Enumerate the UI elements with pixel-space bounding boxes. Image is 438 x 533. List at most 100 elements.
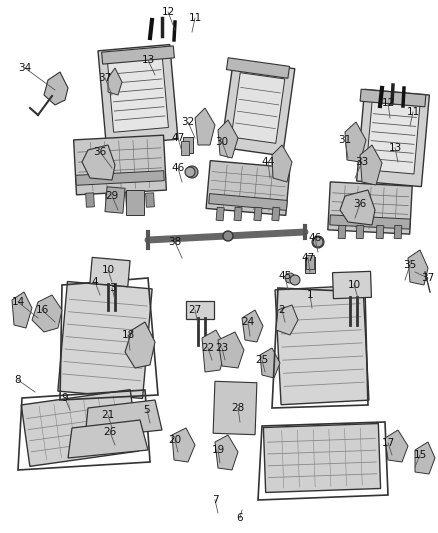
Circle shape [185, 167, 195, 177]
Text: 12: 12 [381, 98, 395, 108]
Polygon shape [21, 390, 139, 466]
Circle shape [313, 237, 323, 247]
Polygon shape [85, 400, 162, 438]
Polygon shape [125, 322, 155, 368]
Polygon shape [68, 420, 148, 458]
Text: 32: 32 [181, 117, 194, 127]
Polygon shape [90, 257, 130, 287]
Text: 7: 7 [212, 495, 218, 505]
Text: 29: 29 [106, 191, 119, 201]
Polygon shape [338, 225, 346, 239]
Circle shape [312, 236, 324, 248]
Polygon shape [126, 193, 134, 207]
Polygon shape [98, 45, 178, 146]
Polygon shape [146, 193, 154, 207]
Polygon shape [218, 332, 244, 368]
Text: 16: 16 [35, 305, 49, 315]
Polygon shape [275, 285, 369, 405]
Polygon shape [360, 145, 382, 185]
Polygon shape [305, 257, 315, 273]
Text: 17: 17 [381, 438, 395, 448]
Text: 31: 31 [339, 135, 352, 145]
Text: 34: 34 [18, 63, 32, 73]
Polygon shape [330, 215, 410, 229]
Text: 13: 13 [141, 55, 155, 65]
Polygon shape [328, 182, 412, 234]
Text: 9: 9 [62, 393, 68, 403]
Text: 25: 25 [255, 355, 268, 365]
Polygon shape [12, 292, 32, 328]
Text: 6: 6 [237, 513, 244, 523]
Polygon shape [376, 225, 384, 239]
Polygon shape [108, 68, 122, 95]
Polygon shape [206, 160, 290, 215]
Polygon shape [209, 193, 287, 211]
Text: 37: 37 [99, 73, 112, 83]
Polygon shape [213, 381, 257, 435]
Text: 1: 1 [307, 290, 313, 300]
Text: 3: 3 [109, 283, 115, 293]
Text: 36: 36 [93, 147, 106, 157]
Circle shape [285, 273, 295, 283]
Polygon shape [172, 428, 195, 462]
Polygon shape [394, 225, 402, 239]
Polygon shape [260, 348, 280, 378]
Text: 36: 36 [353, 199, 367, 209]
Polygon shape [357, 90, 429, 187]
Polygon shape [242, 310, 263, 342]
Text: 33: 33 [355, 157, 369, 167]
Text: 10: 10 [347, 280, 360, 290]
Text: 46: 46 [308, 233, 321, 243]
Text: 38: 38 [168, 237, 182, 247]
Text: 24: 24 [241, 317, 254, 327]
Circle shape [186, 166, 198, 178]
Text: 37: 37 [421, 273, 434, 283]
Text: 28: 28 [231, 403, 245, 413]
Polygon shape [102, 46, 174, 64]
Text: 10: 10 [102, 265, 115, 275]
Polygon shape [32, 295, 62, 332]
Text: 20: 20 [169, 435, 182, 445]
Polygon shape [231, 72, 285, 143]
Polygon shape [106, 193, 114, 207]
Polygon shape [76, 171, 164, 185]
Polygon shape [332, 271, 371, 298]
Text: 47: 47 [171, 133, 185, 143]
Text: 46: 46 [171, 163, 185, 173]
Text: 13: 13 [389, 143, 402, 153]
Text: 47: 47 [301, 253, 314, 263]
Text: 5: 5 [144, 405, 150, 415]
Text: 4: 4 [92, 277, 98, 287]
Polygon shape [360, 89, 426, 107]
Polygon shape [215, 435, 238, 470]
Polygon shape [202, 330, 226, 372]
Text: 2: 2 [279, 305, 285, 315]
Polygon shape [234, 207, 242, 221]
Polygon shape [263, 424, 381, 492]
Polygon shape [356, 225, 364, 239]
Polygon shape [186, 301, 214, 319]
Polygon shape [254, 207, 262, 221]
Polygon shape [82, 145, 115, 180]
Polygon shape [415, 442, 435, 474]
Polygon shape [226, 58, 290, 78]
Polygon shape [105, 187, 125, 213]
Text: 45: 45 [279, 271, 292, 281]
Text: 22: 22 [201, 343, 215, 353]
Polygon shape [216, 207, 224, 221]
Text: 44: 44 [261, 157, 275, 167]
Text: 11: 11 [188, 13, 201, 23]
Polygon shape [74, 135, 166, 195]
Text: 8: 8 [15, 375, 21, 385]
Circle shape [290, 275, 300, 285]
Text: 30: 30 [215, 137, 229, 147]
Polygon shape [221, 60, 295, 156]
Polygon shape [44, 72, 68, 105]
Text: 35: 35 [403, 260, 417, 270]
Text: 15: 15 [413, 450, 427, 460]
Polygon shape [345, 122, 366, 162]
Polygon shape [272, 207, 280, 221]
Polygon shape [183, 137, 193, 153]
Polygon shape [108, 58, 169, 132]
Polygon shape [58, 281, 152, 399]
